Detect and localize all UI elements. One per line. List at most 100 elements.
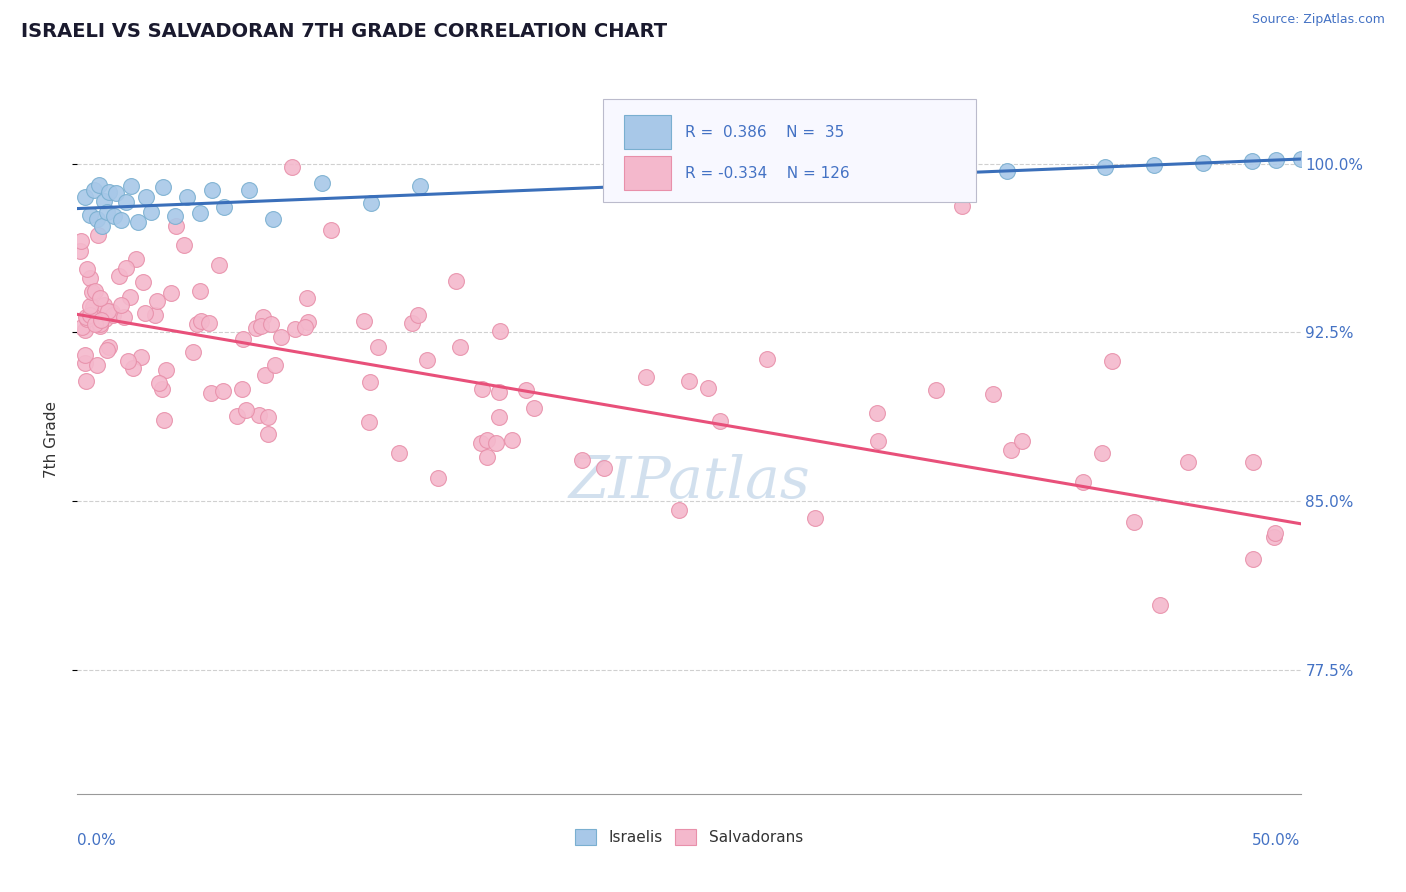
- Point: [70, 234, 93, 248]
- Point: [925, 383, 948, 397]
- Point: [245, 321, 267, 335]
- Point: [1241, 455, 1264, 469]
- Point: [188, 205, 211, 219]
- Point: [93, 298, 115, 312]
- Point: [101, 304, 124, 318]
- Point: [253, 368, 276, 382]
- Point: [515, 384, 537, 398]
- Point: [252, 310, 274, 324]
- Point: [87, 227, 110, 242]
- Point: [90, 312, 112, 326]
- Point: [103, 209, 125, 223]
- Point: [409, 178, 432, 193]
- Point: [134, 306, 156, 320]
- Point: [96, 205, 118, 219]
- Point: [101, 308, 124, 322]
- Point: [82, 300, 104, 314]
- Point: [709, 413, 731, 427]
- Point: [475, 433, 498, 447]
- Point: [212, 200, 235, 214]
- Point: [995, 164, 1018, 178]
- Point: [93, 194, 115, 208]
- Point: [152, 180, 174, 194]
- Point: [117, 354, 139, 368]
- Point: [1263, 530, 1285, 544]
- Point: [1177, 455, 1199, 469]
- Point: [127, 215, 149, 229]
- Point: [82, 285, 104, 299]
- Point: [129, 350, 152, 364]
- Point: [181, 345, 204, 359]
- Point: [1143, 158, 1166, 172]
- Point: [76, 311, 98, 326]
- FancyBboxPatch shape: [603, 99, 976, 202]
- Point: [249, 319, 271, 334]
- Point: [75, 323, 97, 337]
- Point: [470, 436, 492, 450]
- Bar: [624, 156, 671, 190]
- Point: [1289, 152, 1312, 166]
- Point: [94, 312, 117, 326]
- Point: [76, 261, 98, 276]
- Point: [120, 179, 142, 194]
- Point: [231, 382, 253, 396]
- Point: [232, 332, 254, 346]
- Point: [477, 450, 499, 464]
- Point: [155, 362, 177, 376]
- Point: [89, 317, 111, 331]
- Point: [1265, 153, 1288, 167]
- Legend: Israelis, Salvadorans: Israelis, Salvadorans: [571, 825, 807, 850]
- Point: [1101, 354, 1123, 368]
- Point: [79, 308, 101, 322]
- Point: [260, 318, 283, 332]
- Point: [148, 376, 170, 391]
- Point: [176, 190, 198, 204]
- Point: [1094, 160, 1116, 174]
- Point: [188, 284, 211, 298]
- Point: [415, 352, 437, 367]
- Point: [110, 213, 132, 227]
- Point: [426, 471, 449, 485]
- Text: ISRAELI VS SALVADORAN 7TH GRADE CORRELATION CHART: ISRAELI VS SALVADORAN 7TH GRADE CORRELAT…: [21, 22, 668, 41]
- Point: [86, 358, 108, 372]
- Point: [866, 434, 889, 448]
- Point: [294, 320, 316, 334]
- Point: [634, 370, 657, 384]
- Point: [226, 409, 249, 423]
- Point: [208, 258, 231, 272]
- Point: [359, 376, 381, 390]
- Point: [86, 212, 108, 227]
- Point: [159, 286, 181, 301]
- Point: [108, 268, 131, 283]
- Point: [190, 314, 212, 328]
- Point: [90, 219, 112, 233]
- Text: R = -0.334    N = 126: R = -0.334 N = 126: [685, 166, 849, 181]
- Point: [280, 161, 302, 175]
- Point: [75, 357, 97, 371]
- Point: [165, 209, 187, 223]
- Point: [1264, 525, 1286, 540]
- Point: [865, 406, 887, 420]
- Point: [804, 511, 827, 525]
- Point: [198, 316, 221, 330]
- Point: [1149, 598, 1171, 612]
- Point: [211, 384, 233, 398]
- Point: [201, 183, 224, 197]
- Point: [75, 374, 97, 388]
- Point: [247, 408, 270, 422]
- Point: [1191, 156, 1213, 170]
- Point: [981, 387, 1004, 401]
- Point: [73, 190, 96, 204]
- Point: [110, 298, 132, 312]
- Point: [406, 308, 429, 322]
- Point: [89, 178, 111, 193]
- Point: [115, 261, 138, 276]
- Point: [112, 310, 135, 324]
- Point: [105, 186, 128, 201]
- Point: [186, 318, 208, 332]
- Point: [135, 190, 157, 204]
- Point: [357, 415, 380, 429]
- Point: [387, 446, 409, 460]
- Point: [668, 503, 690, 517]
- Text: Source: ZipAtlas.com: Source: ZipAtlas.com: [1251, 13, 1385, 27]
